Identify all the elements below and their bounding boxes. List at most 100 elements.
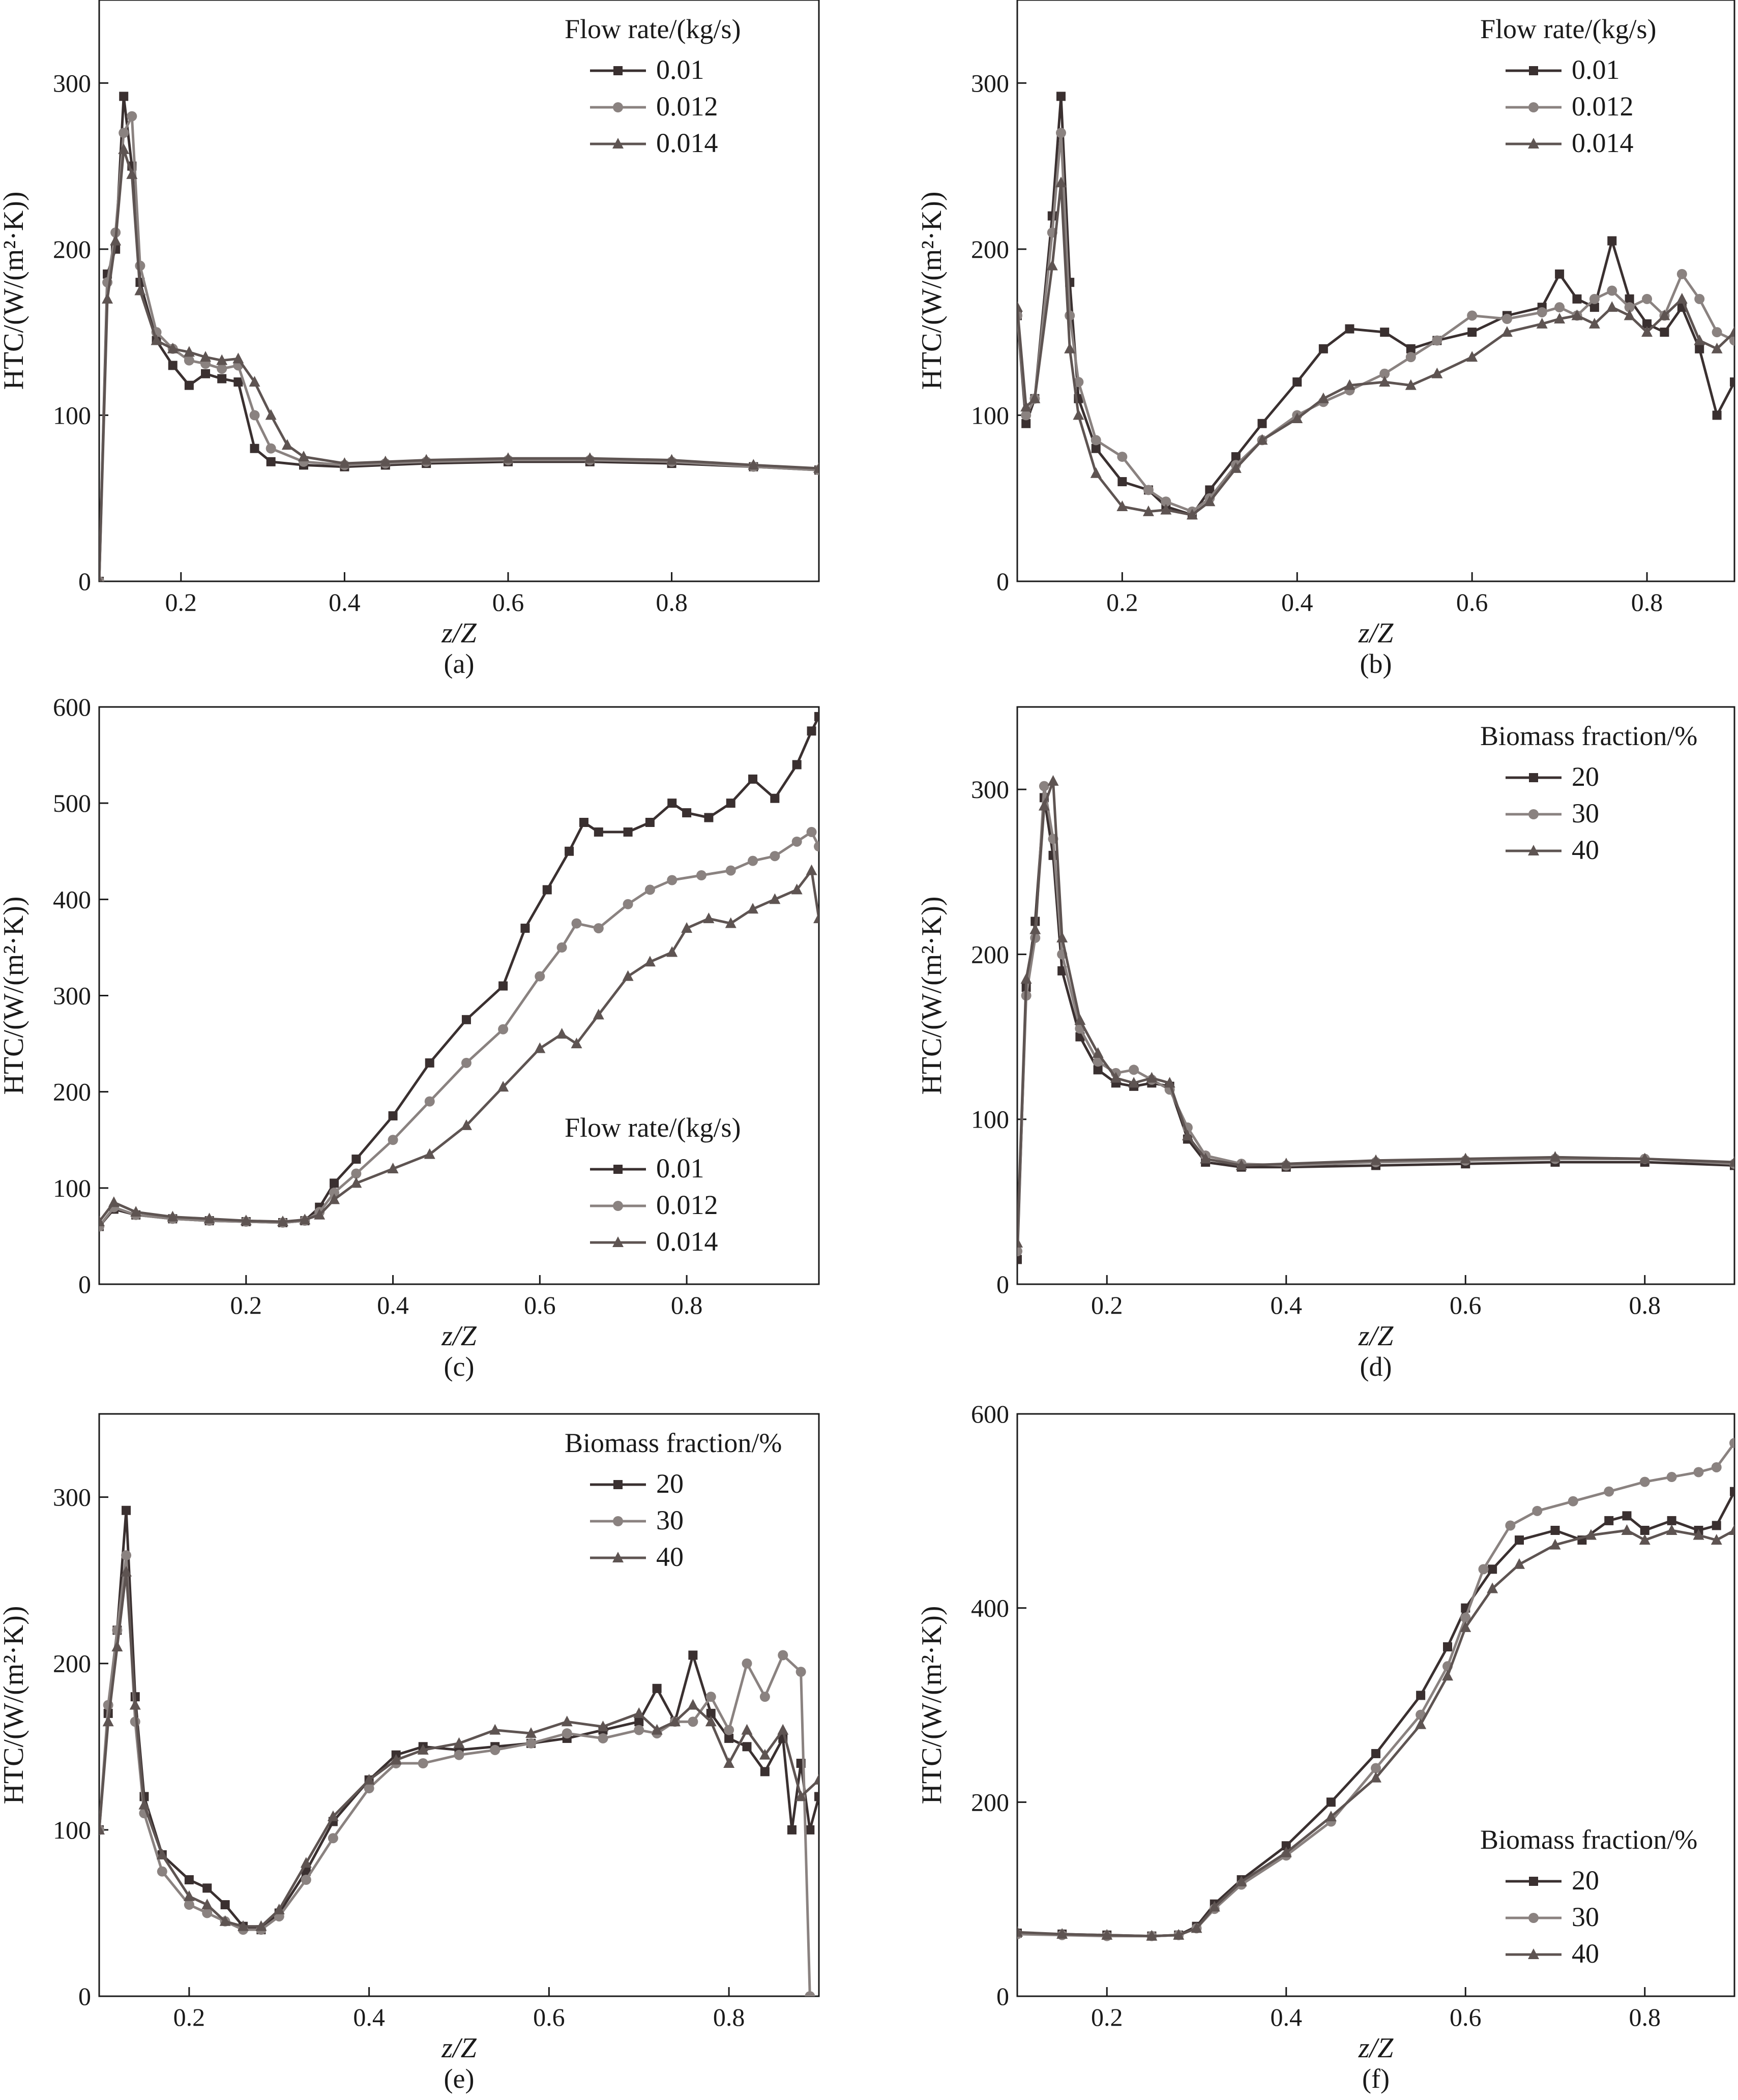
data-point bbox=[748, 855, 758, 866]
data-point bbox=[723, 1757, 735, 1768]
data-point bbox=[1065, 310, 1075, 321]
data-point bbox=[1017, 1246, 1022, 1257]
x-tick-label: 0.4 bbox=[1281, 588, 1313, 616]
legend-title: Biomass fraction/% bbox=[1480, 1824, 1697, 1855]
data-point bbox=[200, 351, 212, 362]
data-point bbox=[666, 454, 677, 465]
data-point bbox=[792, 760, 802, 770]
legend-marker bbox=[612, 138, 624, 149]
data-point bbox=[1729, 1438, 1734, 1448]
y-tick-label: 200 bbox=[53, 1078, 91, 1106]
data-point bbox=[157, 1866, 167, 1877]
data-point bbox=[1020, 973, 1032, 984]
data-point bbox=[156, 1848, 168, 1859]
data-point bbox=[526, 1738, 536, 1749]
y-tick-label: 0 bbox=[996, 1270, 1009, 1298]
x-tick-label: 0.4 bbox=[1271, 1291, 1303, 1319]
data-point bbox=[1666, 1524, 1677, 1535]
data-point bbox=[135, 260, 145, 271]
data-point bbox=[1093, 1056, 1103, 1067]
data-point bbox=[770, 851, 780, 862]
data-point bbox=[1370, 1771, 1381, 1783]
y-tick-label: 200 bbox=[971, 235, 1009, 263]
data-point bbox=[1659, 309, 1670, 320]
data-point bbox=[1117, 452, 1128, 462]
legend-label: 40 bbox=[1572, 835, 1599, 865]
data-point bbox=[121, 1550, 132, 1561]
plot-frame bbox=[1016, 706, 1735, 1285]
data-point bbox=[1160, 504, 1172, 515]
legend-marker bbox=[613, 1516, 623, 1526]
data-point bbox=[1021, 410, 1032, 421]
data-point bbox=[1039, 781, 1049, 791]
data-point bbox=[1729, 1156, 1734, 1167]
data-point bbox=[351, 1168, 362, 1179]
data-point bbox=[534, 1042, 546, 1053]
data-point bbox=[329, 1193, 340, 1204]
data-point bbox=[138, 1798, 150, 1810]
data-point bbox=[183, 346, 195, 357]
legend: Flow rate/(kg/s) 0.01 0.012 0.014 bbox=[565, 1112, 741, 1257]
data-point bbox=[249, 410, 260, 421]
data-point bbox=[1117, 477, 1127, 487]
data-point bbox=[1460, 1152, 1471, 1164]
data-point bbox=[102, 1716, 114, 1727]
y-tick-label: 300 bbox=[53, 1483, 91, 1512]
data-point bbox=[1588, 317, 1600, 329]
legend-label: 0.012 bbox=[1572, 91, 1634, 122]
data-point bbox=[1488, 1564, 1497, 1574]
series-line-0.014 bbox=[99, 148, 819, 581]
data-point bbox=[1231, 452, 1241, 462]
y-tick-label: 100 bbox=[53, 1174, 91, 1202]
x-tick-label: 0.4 bbox=[329, 588, 361, 616]
data-point bbox=[1021, 419, 1031, 428]
data-point bbox=[110, 234, 122, 246]
data-point bbox=[571, 918, 582, 929]
data-point bbox=[1280, 1846, 1292, 1857]
data-point bbox=[184, 355, 194, 366]
data-point bbox=[108, 1196, 120, 1207]
data-point bbox=[666, 946, 678, 957]
data-point bbox=[265, 409, 277, 420]
data-point bbox=[1729, 1524, 1734, 1535]
data-point bbox=[363, 1773, 375, 1785]
x-tick-label: 0.2 bbox=[230, 1291, 262, 1319]
data-point bbox=[623, 899, 633, 909]
data-point bbox=[350, 1177, 362, 1188]
data-point bbox=[813, 912, 819, 924]
data-point bbox=[1554, 313, 1566, 324]
data-point bbox=[770, 793, 780, 803]
data-point bbox=[1639, 1534, 1651, 1545]
legend-marker bbox=[613, 1480, 623, 1489]
legend-label: 30 bbox=[1572, 798, 1599, 829]
data-point bbox=[634, 1725, 644, 1735]
legend-label: 40 bbox=[1572, 1938, 1599, 1969]
data-point bbox=[1572, 294, 1582, 304]
legend-marker bbox=[613, 66, 623, 75]
data-point bbox=[498, 981, 508, 991]
data-point bbox=[1257, 419, 1267, 428]
data-point bbox=[742, 1658, 752, 1669]
data-point bbox=[1467, 328, 1477, 337]
data-point bbox=[579, 818, 588, 827]
data-point bbox=[184, 380, 194, 390]
data-point bbox=[1640, 1526, 1649, 1535]
data-point bbox=[1415, 1718, 1427, 1729]
data-point bbox=[249, 376, 260, 387]
plot-frame bbox=[1016, 1413, 1735, 1997]
data-point bbox=[1038, 800, 1050, 811]
panel-caption: (d) bbox=[1360, 1351, 1392, 1382]
data-point bbox=[1729, 335, 1734, 346]
series-line-30 bbox=[1017, 785, 1734, 1252]
data-point bbox=[127, 111, 137, 122]
data-point bbox=[520, 924, 530, 933]
data-point bbox=[1416, 1691, 1426, 1700]
series-line-40 bbox=[1017, 780, 1734, 1243]
data-point bbox=[748, 459, 759, 470]
data-point bbox=[461, 1015, 471, 1024]
data-point bbox=[217, 374, 227, 383]
series-line-20 bbox=[1017, 1491, 1734, 1938]
data-point bbox=[129, 1699, 141, 1710]
data-point bbox=[1073, 377, 1084, 388]
x-tick-label: 0.8 bbox=[656, 588, 688, 616]
